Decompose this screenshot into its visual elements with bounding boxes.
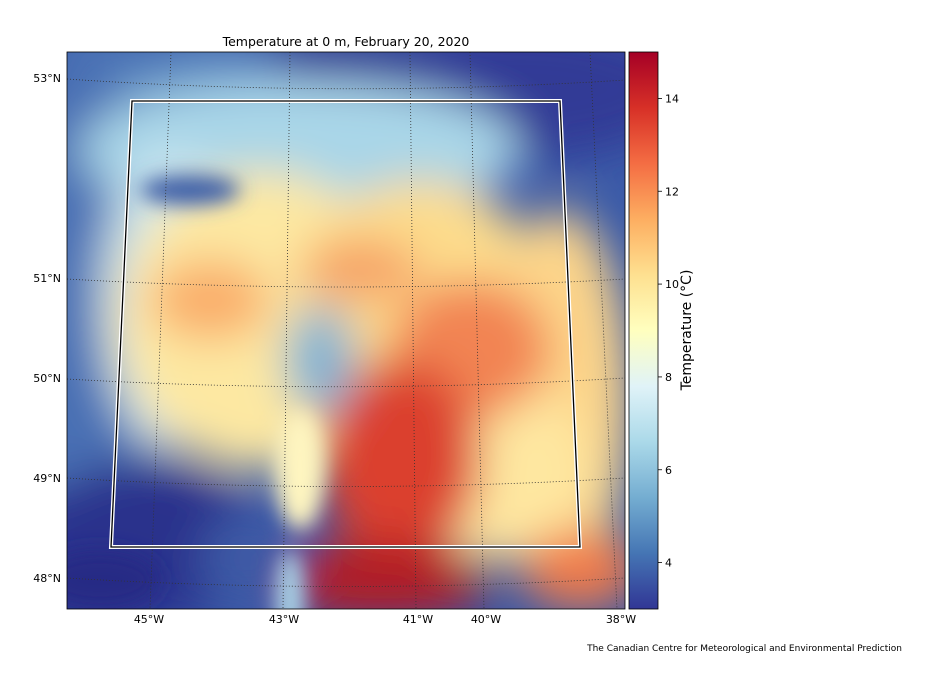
parallel-lines (67, 78, 625, 587)
lon-label-41w: 41°W (403, 613, 433, 626)
lat-label-48n: 48°N (33, 572, 61, 585)
longitude-labels: 45°W 43°W 41°W 40°W 38°W (134, 613, 636, 626)
colorbar: 4 6 8 10 12 14 Temperature (°C) (628, 51, 695, 610)
colorbar-tick-label-8: 8 (665, 371, 672, 384)
lon-label-45w: 45°W (134, 613, 164, 626)
colorbar-tick-label-6: 6 (665, 464, 672, 477)
temperature-field (67, 52, 625, 609)
lon-label-43w: 43°W (269, 613, 299, 626)
colorbar-ticks: 4 6 8 10 12 14 (658, 92, 679, 570)
lon-label-38w: 38°W (606, 613, 636, 626)
lat-label-53n: 53°N (33, 72, 61, 85)
map-frame (66, 51, 626, 610)
colorbar-label: Temperature (°C) (679, 270, 695, 392)
latitude-labels: 53°N 51°N 50°N 49°N 48°N (33, 72, 61, 585)
colorbar-tick-label-14: 14 (665, 92, 679, 105)
colorbar-gradient (628, 51, 659, 610)
colorbar-tick-label-4: 4 (665, 557, 672, 570)
lat-label-51n: 51°N (33, 272, 61, 285)
colorbar-tick-label-10: 10 (665, 278, 679, 291)
lat-label-49n: 49°N (33, 472, 61, 485)
colorbar-tick-label-12: 12 (665, 185, 679, 198)
lon-label-40w: 40°W (471, 613, 501, 626)
map-title: Temperature at 0 m, February 20, 2020 (222, 34, 470, 49)
credit-text: The Canadian Centre for Meteorological a… (586, 644, 902, 654)
domain-box (108, 99, 583, 549)
lat-label-50n: 50°N (33, 372, 61, 385)
